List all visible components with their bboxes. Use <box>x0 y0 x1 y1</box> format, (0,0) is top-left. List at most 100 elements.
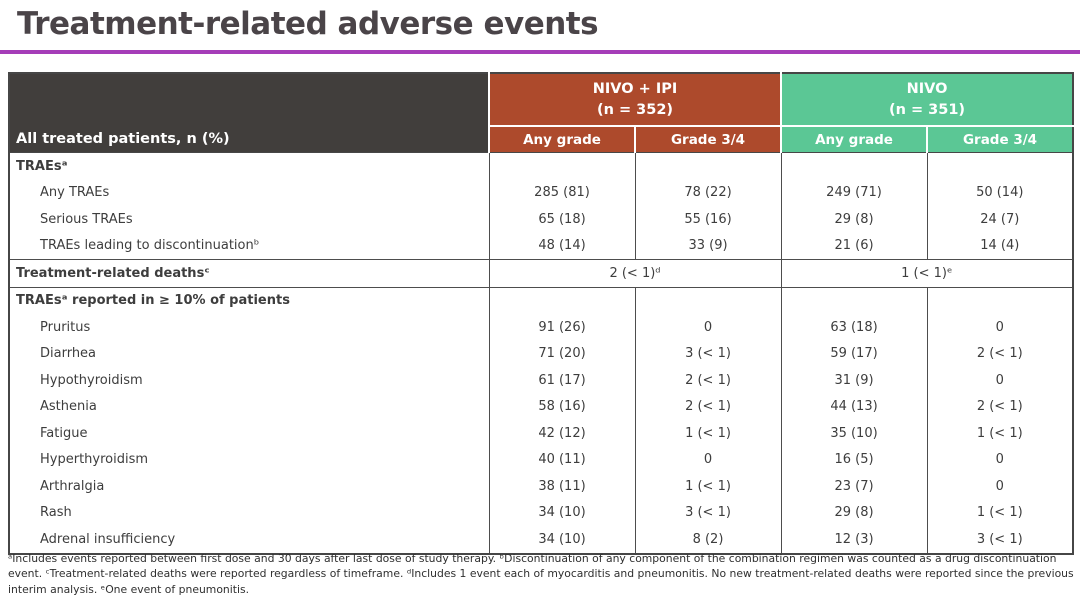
value-cell: 0 <box>634 314 781 341</box>
value-cell: 2 (< 1) <box>634 393 781 420</box>
row-label: Adrenal insufficiency <box>40 531 176 547</box>
empty-cell <box>926 287 1073 314</box>
corner-header-cell: All treated patients, n (%) <box>9 73 489 153</box>
value-cell: 0 <box>926 446 1073 473</box>
value-cell: 1 (< 1) <box>926 499 1073 526</box>
row-label: Asthenia <box>40 399 97 415</box>
group-n: (n = 352) <box>596 101 674 118</box>
subheader-grade34-ipi: Grade 3/4 <box>634 125 781 153</box>
table-row: Fatigue 42 (12) 1 (< 1) 35 (10) 1 (< 1) <box>9 420 1073 447</box>
value-cell: 63 (18) <box>780 314 927 341</box>
value-cell: 285 (81) <box>488 179 635 206</box>
value-cell: 91 (26) <box>488 314 635 341</box>
section-header-row: TRAEsᵃ <box>9 152 1073 180</box>
value-cell: 34 (10) <box>488 499 635 526</box>
value-cell: 42 (12) <box>488 420 635 447</box>
value-cell: 0 <box>926 314 1073 341</box>
table-row: Adrenal insufficiency 34 (10) 8 (2) 12 (3) 3… <box>9 526 1073 554</box>
title-underline <box>0 50 1080 54</box>
row-label: TRAEs leading to discontinuationᵇ <box>40 238 260 254</box>
table-row: Hypothyroidism 61 (17) 2 (< 1) 31 (9) 0 <box>9 367 1073 394</box>
value-cell: 58 (16) <box>488 393 635 420</box>
value-cell: 34 (10) <box>488 526 635 554</box>
empty-cell <box>780 152 927 180</box>
spanned-value-cell: 2 (< 1)ᵈ <box>488 259 781 288</box>
row-label: TRAEsᵃ <box>16 158 68 174</box>
value-cell: 16 (5) <box>780 446 927 473</box>
value-cell: 1 (< 1) <box>926 420 1073 447</box>
table-row: Any TRAEs 285 (81) 78 (22) 249 (71) 50 (14) <box>9 179 1073 206</box>
value-cell: 50 (14) <box>926 179 1073 206</box>
value-cell: 61 (17) <box>488 367 635 394</box>
spanned-data-row: Treatment-related deathsᶜ 2 (< 1)ᵈ 1 (< 1)… <box>9 259 1073 288</box>
row-label: Diarrhea <box>40 346 97 362</box>
group-label: NIVO + IPI <box>592 81 678 98</box>
value-cell: 24 (7) <box>926 206 1073 233</box>
value-cell: 21 (6) <box>780 232 927 260</box>
empty-cell <box>634 287 781 314</box>
row-label: Hyperthyroidism <box>40 452 149 468</box>
row-label: Pruritus <box>40 319 91 335</box>
table-row: Asthenia 58 (16) 2 (< 1) 44 (13) 2 (< 1) <box>9 393 1073 420</box>
subheader-any-grade-ipi: Any grade <box>488 125 635 153</box>
value-cell: 3 (< 1) <box>634 499 781 526</box>
value-cell: 0 <box>926 367 1073 394</box>
value-cell: 59 (17) <box>780 340 927 367</box>
row-label: Fatigue <box>40 425 88 441</box>
row-label: Arthralgia <box>40 478 105 494</box>
value-cell: 249 (71) <box>780 179 927 206</box>
subheader-any-grade-nivo: Any grade <box>780 125 927 153</box>
table-row: Rash 34 (10) 3 (< 1) 29 (8) 1 (< 1) <box>9 499 1073 526</box>
value-cell: 3 (< 1) <box>926 526 1073 554</box>
value-cell: 35 (10) <box>780 420 927 447</box>
group-header-nivo-ipi: NIVO + IPI (n = 352) <box>488 73 781 126</box>
value-cell: 48 (14) <box>488 232 635 260</box>
value-cell: 23 (7) <box>780 473 927 500</box>
value-cell: 71 (20) <box>488 340 635 367</box>
section-header-row: TRAEsᵃ reported in ≥ 10% of patients <box>9 287 1073 314</box>
footnotes: ᵃIncludes events reported between first … <box>8 552 1074 596</box>
value-cell: 29 (8) <box>780 499 927 526</box>
group-label: NIVO <box>906 81 948 98</box>
table-row: TRAEs leading to discontinuationᵇ 48 (14)… <box>9 232 1073 260</box>
empty-cell <box>634 152 781 180</box>
spanned-value-cell: 1 (< 1)ᵉ <box>780 259 1073 288</box>
subheader-grade34-nivo: Grade 3/4 <box>926 125 1073 153</box>
group-n: (n = 351) <box>888 101 966 118</box>
value-cell: 2 (< 1) <box>926 340 1073 367</box>
adverse-events-table: All treated patients, n (%) NIVO + IPI (… <box>8 72 1074 555</box>
table-row: Serious TRAEs 65 (18) 55 (16) 29 (8) 24 (7) <box>9 206 1073 233</box>
value-cell: 29 (8) <box>780 206 927 233</box>
value-cell: 2 (< 1) <box>634 367 781 394</box>
row-label: Hypothyroidism <box>40 372 143 388</box>
value-cell: 44 (13) <box>780 393 927 420</box>
empty-cell <box>780 287 927 314</box>
value-cell: 3 (< 1) <box>634 340 781 367</box>
row-label: Serious TRAEs <box>40 211 133 227</box>
value-cell: 65 (18) <box>488 206 635 233</box>
row-label: Treatment-related deathsᶜ <box>9 259 489 288</box>
value-cell: 12 (3) <box>780 526 927 554</box>
empty-cell <box>488 287 635 314</box>
value-cell: 38 (11) <box>488 473 635 500</box>
value-cell: 78 (22) <box>634 179 781 206</box>
value-cell: 1 (< 1) <box>634 473 781 500</box>
group-header-nivo: NIVO (n = 351) <box>780 73 1073 126</box>
page-title: Treatment-related adverse events <box>17 6 599 42</box>
table-row: Hyperthyroidism 40 (11) 0 16 (5) 0 <box>9 446 1073 473</box>
row-label: Any TRAEs <box>40 185 110 201</box>
value-cell: 31 (9) <box>780 367 927 394</box>
table-row: Pruritus 91 (26) 0 63 (18) 0 <box>9 314 1073 341</box>
subheader-row: Any grade Grade 3/4 Any grade Grade 3/4 <box>9 125 1073 153</box>
value-cell: 0 <box>634 446 781 473</box>
table-row: Arthralgia 38 (11) 1 (< 1) 23 (7) 0 <box>9 473 1073 500</box>
empty-cell <box>488 152 635 180</box>
group-header-row: All treated patients, n (%) NIVO + IPI (… <box>9 73 1073 153</box>
adverse-events-table-container: All treated patients, n (%) NIVO + IPI (… <box>8 72 1074 555</box>
empty-cell <box>926 152 1073 180</box>
table-body: TRAEsᵃ Any TRAEs 285 (81) 78 (22) 249 (71) 50… <box>9 152 1073 554</box>
value-cell: 40 (11) <box>488 446 635 473</box>
value-cell: 0 <box>926 473 1073 500</box>
value-cell: 33 (9) <box>634 232 781 260</box>
value-cell: 2 (< 1) <box>926 393 1073 420</box>
